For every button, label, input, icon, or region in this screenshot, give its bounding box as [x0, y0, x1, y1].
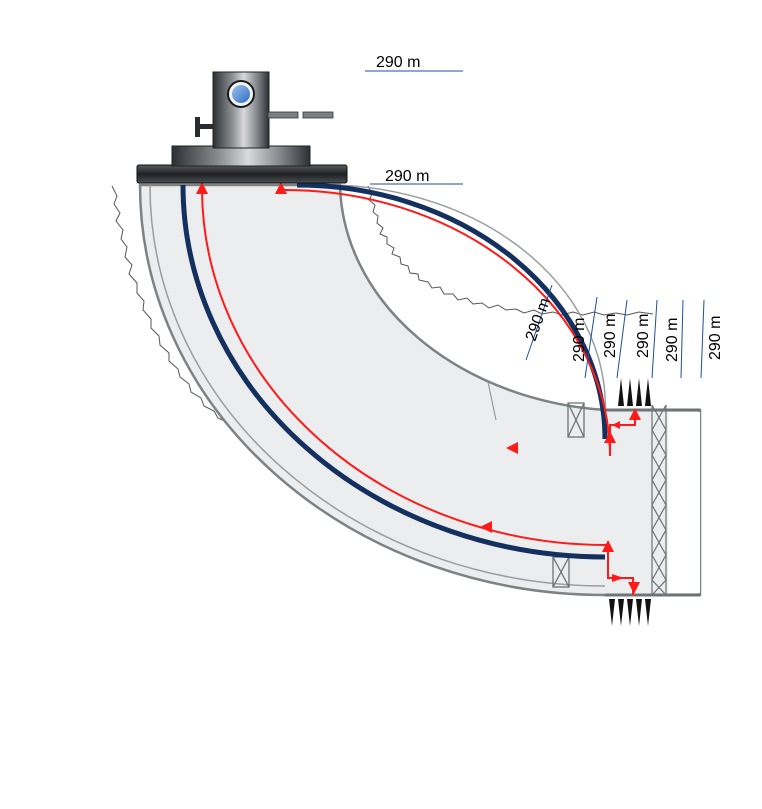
- wellhead-flange: [136, 164, 348, 184]
- centralizer-upper: [567, 402, 585, 438]
- flow-line-inner: [280, 170, 636, 457]
- depth-label-right-1: 290 m: [523, 296, 554, 344]
- depth-label-right-6: 290 m: [707, 316, 724, 360]
- wellhead-spool: [171, 145, 311, 167]
- casing-divider-line: [487, 381, 497, 421]
- wellhead: [136, 71, 348, 184]
- side-outlet-pipe-1: [267, 111, 299, 119]
- casing-outer-wall: [138, 183, 702, 597]
- depth-label-right-5: 290 m: [664, 318, 681, 362]
- depth-label-top-2: 290 m: [385, 168, 429, 185]
- pressure-gauge-face: [232, 85, 250, 103]
- formation-boundary-upper: [367, 185, 654, 316]
- casing-inner-wall-outer-curve: [149, 184, 606, 587]
- tubing-outer: [180, 184, 606, 560]
- perforations-top: [618, 378, 651, 406]
- depth-label-right-3: 290 m: [602, 314, 619, 358]
- flow-line-outer: [201, 170, 634, 595]
- depth-label-right-2: 290 m: [571, 318, 588, 362]
- perforations-bottom: [609, 599, 651, 626]
- valve-handle-stem: [199, 124, 214, 129]
- centralizer-lattice-vertical: [651, 404, 667, 596]
- valve-handle: [195, 117, 200, 137]
- depth-label-top-1: 290 m: [376, 54, 420, 71]
- depth-marker-lines: [365, 70, 705, 379]
- casing-inner-wall-inner-curve: [329, 184, 607, 419]
- casing-horizontal-open-end: [668, 412, 700, 593]
- side-outlet-pipe-2: [302, 111, 334, 119]
- depth-label-right-4: 290 m: [635, 314, 652, 358]
